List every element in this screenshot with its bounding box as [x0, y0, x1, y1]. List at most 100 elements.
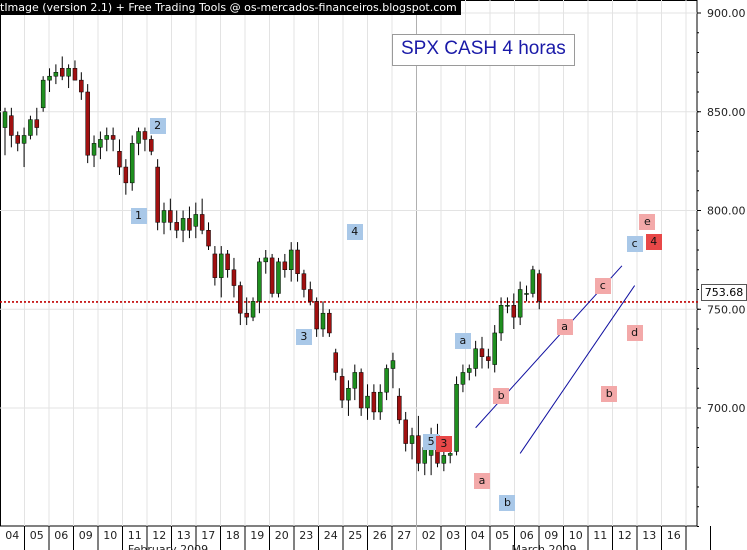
wave-label: a [454, 332, 471, 349]
x-tick-label: 06 [520, 529, 534, 542]
x-tick-label: 18 [226, 529, 240, 542]
x-tick-label: 27 [397, 529, 411, 542]
candle-body [536, 273, 542, 302]
x-tick-label: 20 [275, 529, 289, 542]
month-label: February 2009 [128, 543, 208, 550]
candle-body [2, 111, 8, 128]
candle-body [282, 261, 288, 271]
candle-body [505, 305, 510, 307]
plot-frame [0, 0, 698, 527]
x-tick-label: 23 [299, 529, 313, 542]
candle-body [473, 348, 478, 369]
candle-body [384, 368, 389, 393]
candle-body [72, 68, 78, 81]
candle-body [308, 289, 313, 302]
candle-body [199, 214, 205, 231]
month-label: March 2009 [511, 543, 576, 550]
candle-body [85, 91, 90, 156]
candle-body [225, 253, 230, 270]
candle-body [123, 166, 129, 184]
candle-body [136, 131, 141, 144]
candle-body [231, 269, 237, 286]
x-tick-label: 16 [667, 529, 681, 542]
wave-label: 2 [149, 117, 166, 134]
candle-body [517, 289, 523, 318]
candle-body [346, 388, 351, 401]
chart-title: SPX CASH 4 horas [392, 34, 575, 66]
candle-body [492, 332, 497, 365]
candle-body [129, 143, 135, 184]
candle-body [371, 391, 377, 413]
candle-body [377, 391, 383, 413]
candle-body [288, 249, 294, 270]
x-tick-label: 10 [569, 529, 583, 542]
x-tick-label: 05 [30, 529, 44, 542]
candle-body [397, 395, 402, 421]
wave-label: 3 [295, 328, 312, 345]
x-tick-label: 12 [618, 529, 632, 542]
candle-body [155, 166, 160, 223]
candle-body [467, 368, 472, 373]
x-tick-label: 11 [593, 529, 607, 542]
x-tick-label: 06 [54, 529, 68, 542]
candle-body [390, 360, 396, 369]
candle-body [257, 261, 262, 302]
candle-body [174, 222, 179, 231]
candle-body [339, 376, 345, 401]
x-tick-label: 25 [348, 529, 362, 542]
candle-body [206, 230, 211, 247]
x-tick-label: 13 [642, 529, 656, 542]
candle-body [511, 305, 517, 318]
candle-body [161, 210, 167, 223]
wave-label: b [499, 494, 516, 511]
wave-label: c [626, 236, 643, 253]
candle-body [295, 249, 300, 274]
x-tick-label: 05 [495, 529, 509, 542]
candle-body [28, 119, 33, 136]
candle-body [530, 269, 536, 294]
candle-body [498, 305, 504, 334]
candle-body [441, 455, 447, 464]
candle-body [276, 261, 281, 294]
candle-body [168, 210, 173, 223]
candle-body [358, 372, 364, 409]
x-tick-label: 09 [79, 529, 93, 542]
candle-body [149, 139, 154, 152]
x-tick-label: 26 [373, 529, 387, 542]
x-tick-label: 13 [177, 529, 191, 542]
candle-body [193, 214, 199, 227]
y-tick-label: 850.00 [707, 106, 746, 119]
candle-body [47, 75, 52, 81]
candle-body [447, 453, 453, 456]
x-tick-label: 24 [324, 529, 338, 542]
wave-label: c [594, 277, 611, 294]
candle-body [212, 253, 218, 278]
candle-body [524, 293, 529, 295]
trendline [519, 285, 636, 454]
candle-body [238, 285, 243, 314]
candle-body [263, 257, 269, 263]
wave-label: a [556, 319, 573, 336]
x-tick-label: 17 [201, 529, 215, 542]
candle-body [403, 419, 408, 444]
x-tick-label: 19 [250, 529, 264, 542]
wave-label: a [474, 473, 490, 490]
y-tick-label: 700.00 [707, 402, 746, 415]
last-price-tag: 753.68 [701, 284, 747, 301]
candle-body [333, 352, 338, 373]
candle-body [327, 312, 332, 334]
candle-body [422, 447, 428, 464]
wave-label: 4 [645, 234, 662, 251]
wave-label: 4 [346, 224, 363, 241]
candle-body [59, 68, 65, 77]
candle-body [53, 72, 59, 77]
candle-body [320, 312, 326, 330]
candle-body [66, 68, 71, 77]
wave-label: 3 [435, 435, 452, 452]
y-tick-label: 750.00 [707, 303, 746, 316]
candle-body [218, 253, 224, 278]
candle-body [416, 435, 421, 464]
wave-label: b [493, 388, 510, 405]
candle-body [409, 435, 415, 444]
